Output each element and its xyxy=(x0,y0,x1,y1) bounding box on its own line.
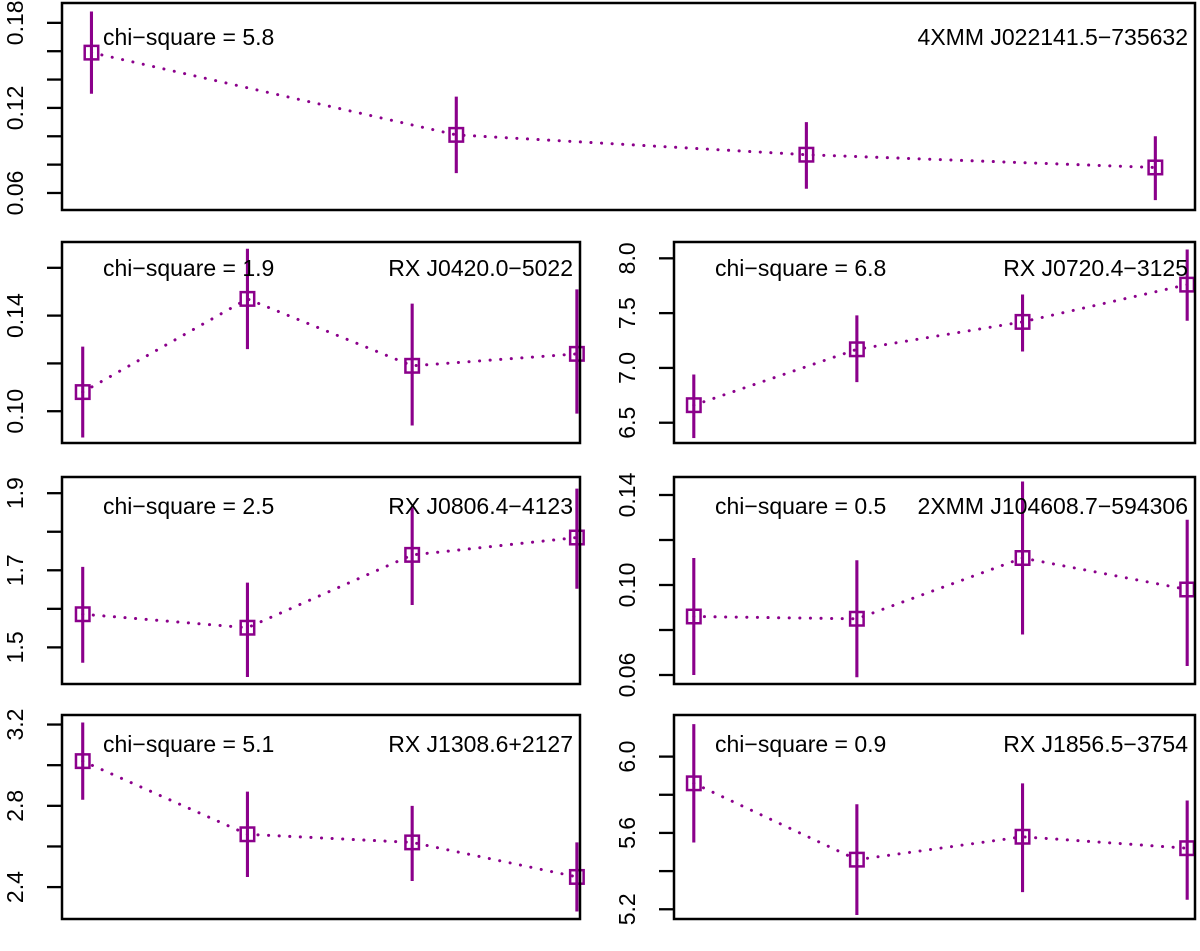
chart-panel: 2.4 2.8 3.2 chi−square = 5.1 RX J1308.6+2127 xyxy=(2,709,585,921)
data-point-marker xyxy=(239,826,256,843)
y-axis-tick-label: 7.5 xyxy=(614,297,640,329)
data-point-marker xyxy=(1014,550,1031,566)
data-point-marker xyxy=(404,357,421,374)
chi-square-annotation: chi−square = 5.1 xyxy=(103,731,274,757)
series-dotted-line xyxy=(81,297,579,394)
chart-panel: 1.5 1.7 1.9 chi−square = 2.5 RX J0806.4−4123 xyxy=(2,475,585,686)
data-point-marker xyxy=(568,529,585,546)
y-axis-tick-label: 0.18 xyxy=(2,0,28,45)
y-axis-tick-label: 7.0 xyxy=(614,352,640,384)
y-axis-tick-label: 0.06 xyxy=(614,653,640,698)
y-axis-tick-label: 0.10 xyxy=(2,389,28,434)
source-name-title: RX J0720.4−3125 xyxy=(1003,255,1188,281)
data-point-marker xyxy=(74,384,91,401)
chi-square-annotation: chi−square = 2.5 xyxy=(103,493,274,519)
series-dotted-line xyxy=(692,781,1189,862)
y-axis-tick-label: 1.7 xyxy=(2,554,28,586)
source-name-title: RX J1308.6+2127 xyxy=(388,731,573,757)
panel-border xyxy=(60,713,582,921)
data-point-marker xyxy=(83,44,100,61)
chart-panel: 0.10 0.14 chi−square = 1.9 RX J0420.0−5022 xyxy=(2,240,585,445)
y-axis-tick-label: 8.0 xyxy=(614,242,640,274)
chart-panel: 5.2 5.6 6.0 chi−square = 0.9 RX J1856.5−3754 xyxy=(614,713,1197,925)
data-point-marker xyxy=(848,851,865,868)
data-point-marker xyxy=(404,834,421,851)
series-dotted-line xyxy=(81,536,579,630)
y-axis-tick-label: 0.10 xyxy=(614,563,640,608)
data-point-marker xyxy=(848,610,865,627)
series-dotted-line xyxy=(692,283,1189,407)
source-name-title: 4XMM J022141.5−735632 xyxy=(918,24,1188,50)
data-point-marker xyxy=(448,126,465,143)
chart-panel: 6.5 7.0 7.5 8.0 chi−square = 6.8 RX J0720.4−3… xyxy=(614,240,1197,445)
y-axis-tick-label: 2.4 xyxy=(2,871,28,903)
data-point-marker xyxy=(685,397,702,414)
chi-square-annotation: chi−square = 5.8 xyxy=(103,24,274,50)
series-dotted-line xyxy=(81,759,579,879)
source-name-title: RX J0420.0−5022 xyxy=(388,255,573,281)
data-point-marker xyxy=(685,775,702,792)
data-point-marker xyxy=(685,608,702,625)
data-point-marker xyxy=(1147,159,1164,176)
y-axis-tick-label: 3.2 xyxy=(2,709,28,741)
data-point-marker xyxy=(798,146,815,163)
data-point-marker xyxy=(74,606,91,623)
series-dotted-line xyxy=(692,556,1189,621)
y-axis-tick-label: 0.12 xyxy=(2,86,28,131)
y-axis-tick-label: 2.8 xyxy=(2,790,28,822)
chi-square-annotation: chi−square = 0.9 xyxy=(715,731,886,757)
y-axis-tick-label: 0.14 xyxy=(2,293,28,338)
y-axis-tick-label: 6.5 xyxy=(614,407,640,439)
y-axis-tick-label: 1.9 xyxy=(2,477,28,509)
data-point-marker xyxy=(848,341,865,358)
data-point-marker xyxy=(74,753,91,770)
data-point-marker xyxy=(568,868,585,885)
panel-border xyxy=(60,475,582,686)
source-name-title: RX J1856.5−3754 xyxy=(1003,731,1188,757)
chi-square-annotation: chi−square = 6.8 xyxy=(715,255,886,281)
series-dotted-line xyxy=(90,51,1157,169)
chi-square-annotation: chi−square = 0.5 xyxy=(715,493,886,519)
y-axis-tick-label: 0.14 xyxy=(614,472,640,517)
chart-panel: 0.06 0.12 0.18 chi−square = 5.8 4XMM J022141… xyxy=(2,0,1197,216)
y-axis-tick-label: 5.2 xyxy=(614,893,640,925)
data-point-marker xyxy=(1014,313,1031,330)
panel-border xyxy=(672,713,1197,921)
panel-border xyxy=(60,1,1197,212)
data-point-marker xyxy=(239,290,256,307)
data-point-marker xyxy=(404,546,421,563)
data-point-marker xyxy=(1014,828,1031,845)
source-name-title: 2XMM J104608.7−594306 xyxy=(918,493,1188,519)
panel-border xyxy=(672,475,1197,686)
chi-square-annotation: chi−square = 1.9 xyxy=(103,255,274,281)
data-point-marker xyxy=(239,619,256,636)
panel-border xyxy=(672,240,1197,445)
y-axis-tick-label: 1.5 xyxy=(2,631,28,663)
y-axis-tick-label: 5.6 xyxy=(614,817,640,849)
chart-panel: 0.06 0.10 0.14 chi−square = 0.5 2XMM J104608… xyxy=(614,472,1197,698)
source-name-title: RX J0806.4−4123 xyxy=(388,493,573,519)
data-point-marker xyxy=(568,345,585,362)
panel-border xyxy=(60,240,582,445)
y-axis-tick-label: 0.06 xyxy=(2,171,28,216)
y-axis-tick-label: 6.0 xyxy=(614,741,640,773)
